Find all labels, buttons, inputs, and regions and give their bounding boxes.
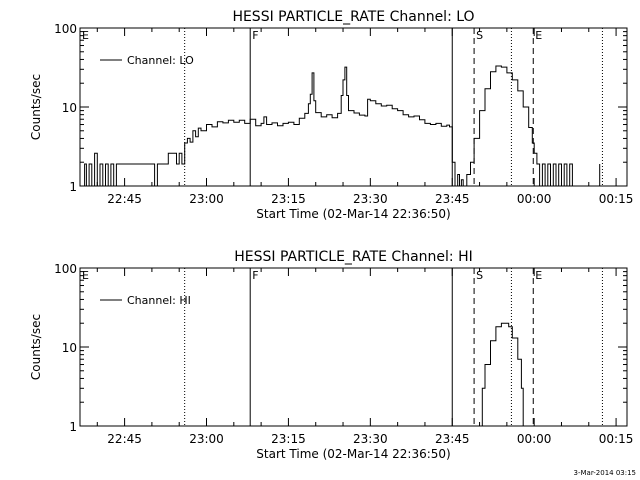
y-tick-label: 100 (54, 262, 77, 276)
event-marker-label: S (476, 269, 483, 282)
event-marker-label: E (535, 269, 542, 282)
x-tick-label: 23:30 (353, 432, 388, 446)
event-marker-label: S (476, 29, 483, 42)
x-axis-label: Start Time (02-Mar-14 22:36:50) (256, 447, 450, 461)
x-tick-label: 00:00 (517, 192, 552, 206)
x-axis-label: Start Time (02-Mar-14 22:36:50) (256, 207, 450, 221)
event-marker-label: E (535, 29, 542, 42)
event-marker-label: E (82, 269, 89, 282)
event-marker-label: E (82, 29, 89, 42)
x-tick-label: 22:45 (107, 432, 142, 446)
x-tick-label: 22:45 (107, 192, 142, 206)
legend-label: Channel: LO (127, 54, 194, 67)
event-marker-label: F (252, 29, 258, 42)
chart-title: HESSI PARTICLE_RATE Channel: LO (232, 9, 474, 25)
x-tick-label: 00:00 (517, 432, 552, 446)
x-tick-label: 23:45 (435, 192, 470, 206)
x-tick-label: 00:15 (599, 192, 634, 206)
chart-panel-1: HESSI PARTICLE_RATE Channel: LO 1 10 100 22:… (29, 9, 633, 221)
y-tick-label: 100 (54, 22, 77, 36)
y-tick-label: 10 (62, 101, 77, 115)
x-tick-label: 23:30 (353, 192, 388, 206)
x-tick-label: 23:00 (189, 432, 224, 446)
y-tick-label: 10 (62, 341, 77, 355)
chart-panel-2: HESSI PARTICLE_RATE Channel: HI 1 10 100 22:… (29, 249, 633, 461)
y-tick-label: 1 (69, 180, 77, 194)
series-line-1 (479, 322, 524, 427)
chart-title: HESSI PARTICLE_RATE Channel: HI (234, 249, 472, 265)
x-tick-label: 23:45 (435, 432, 470, 446)
plot-timestamp: 3-Mar-2014 03:15 (574, 469, 636, 477)
x-tick-label: 23:15 (271, 192, 306, 206)
y-axis-label: Counts/sec (29, 314, 43, 380)
x-tick-label: 00:15 (599, 432, 634, 446)
event-marker-label: F (252, 269, 258, 282)
x-tick-label: 23:15 (271, 432, 306, 446)
legend-label: Channel: HI (127, 294, 191, 307)
x-tick-label: 23:00 (189, 192, 224, 206)
y-tick-label: 1 (69, 420, 77, 434)
series-line-1 (80, 65, 601, 187)
y-axis-label: Counts/sec (29, 74, 43, 140)
